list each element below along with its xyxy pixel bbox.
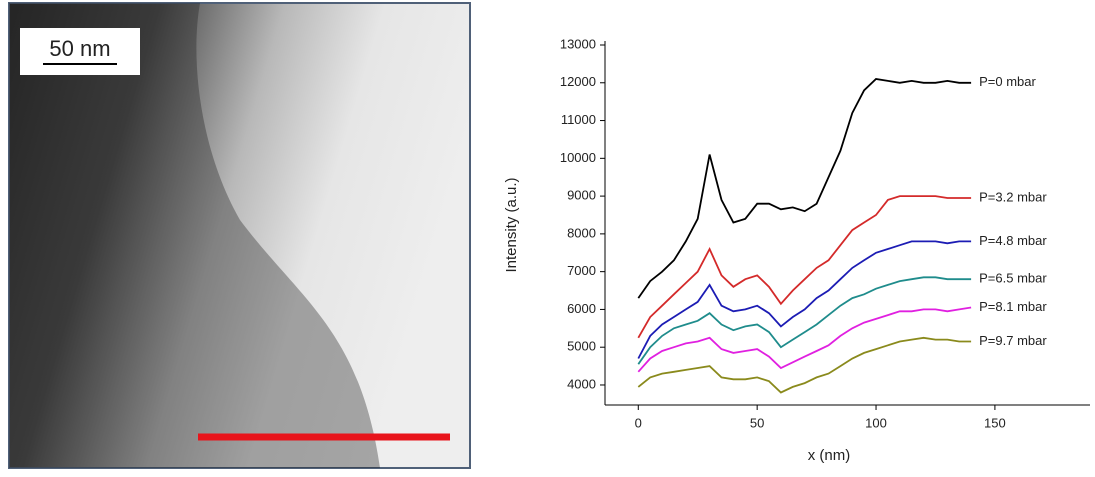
series-line xyxy=(637,276,972,365)
x-tick-label: 50 xyxy=(750,415,764,430)
y-tick-label: 6000 xyxy=(567,301,596,316)
y-tick-label: 13000 xyxy=(560,36,596,51)
series-label: P=9.7 mbar xyxy=(979,333,1047,348)
series-label: P=8.1 mbar xyxy=(979,299,1047,314)
series-label: P=4.8 mbar xyxy=(979,233,1047,248)
y-tick-label: 7000 xyxy=(567,263,596,278)
scale-label: 50 nm xyxy=(49,36,110,61)
x-tick-label: 100 xyxy=(865,415,887,430)
series-line xyxy=(637,336,972,394)
y-tick-label: 4000 xyxy=(567,376,596,391)
series-line xyxy=(637,306,972,373)
micrograph: 50 nm xyxy=(8,2,471,469)
series-line xyxy=(637,195,972,339)
y-tick-label: 9000 xyxy=(567,188,596,203)
y-tick-label: 10000 xyxy=(560,150,596,165)
x-axis-label: x (nm) xyxy=(808,447,851,464)
y-tick-label: 8000 xyxy=(567,225,596,240)
series-label: P=6.5 mbar xyxy=(979,271,1047,286)
micrograph-shadow xyxy=(9,3,380,468)
x-tick-label: 0 xyxy=(635,415,642,430)
micrograph-image xyxy=(8,2,471,469)
x-tick-label: 150 xyxy=(984,415,1006,430)
series-label: P=3.2 mbar xyxy=(979,189,1047,204)
y-axis-label: Intensity (a.u.) xyxy=(503,177,520,272)
y-tick-label: 5000 xyxy=(567,339,596,354)
series-line xyxy=(637,240,972,359)
y-tick-label: 12000 xyxy=(560,74,596,89)
series-label: P=0 mbar xyxy=(979,74,1036,89)
y-tick-label: 11000 xyxy=(561,112,596,127)
series-line xyxy=(637,78,972,299)
scale-label-box xyxy=(20,28,140,75)
